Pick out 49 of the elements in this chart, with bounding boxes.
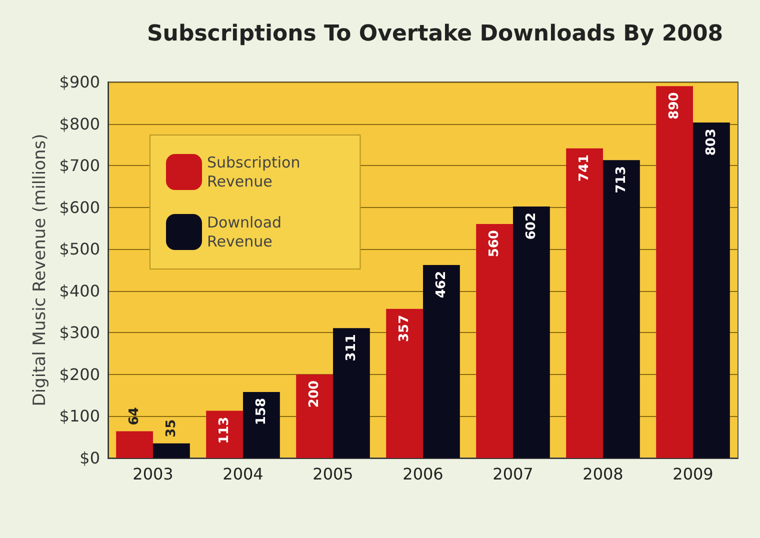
data-label: 64 <box>127 407 142 426</box>
x-tick-label: 2009 <box>672 464 714 484</box>
y-axis-title: Digital Music Revenue (millions) <box>30 134 50 406</box>
y-tick-label: $700 <box>59 156 100 176</box>
bar <box>603 160 640 458</box>
y-tick-label: $800 <box>59 114 100 134</box>
y-tick-label: $100 <box>59 406 100 426</box>
y-tick-label: $300 <box>59 323 100 342</box>
bar <box>513 206 550 458</box>
chart-title: Subscriptions To Overtake Downloads By 2008 <box>146 22 724 46</box>
bar <box>566 148 603 458</box>
data-label: 158 <box>254 398 269 426</box>
data-label: 311 <box>344 334 359 362</box>
bar <box>243 392 280 458</box>
legend-label: Subscription Revenue <box>207 154 300 190</box>
bar <box>423 264 460 458</box>
bar <box>206 410 243 458</box>
data-label: 462 <box>434 270 449 298</box>
x-tick-label: 2007 <box>492 464 534 484</box>
data-label: 890 <box>667 92 682 120</box>
x-tick-label: 2004 <box>222 464 264 484</box>
bar <box>386 308 423 458</box>
bar <box>476 224 513 458</box>
bar <box>693 122 730 458</box>
data-label: 357 <box>397 314 412 342</box>
bar <box>333 328 370 458</box>
data-label: 113 <box>217 416 232 444</box>
y-tick-label: $600 <box>59 198 100 217</box>
data-label: 713 <box>614 166 629 194</box>
data-label: 803 <box>704 128 719 156</box>
bar <box>656 86 693 458</box>
x-tick-label: 2003 <box>132 464 174 484</box>
x-tick-label: 2005 <box>312 464 354 484</box>
legend-label: Download Revenue <box>207 214 282 250</box>
y-tick-label: $500 <box>59 240 100 259</box>
data-label: 602 <box>524 212 539 240</box>
bar <box>296 374 333 458</box>
data-label: 560 <box>487 230 502 258</box>
bar <box>116 431 153 458</box>
y-tick-label: $0 <box>80 448 100 468</box>
data-label: 35 <box>164 419 179 438</box>
y-tick-label: $400 <box>59 281 100 300</box>
bar <box>153 443 190 458</box>
data-label: 741 <box>577 154 592 182</box>
y-tick-label: $200 <box>59 364 100 384</box>
x-tick-label: 2006 <box>402 464 444 484</box>
data-label: 200 <box>307 380 322 408</box>
y-tick-label: $900 <box>59 72 100 92</box>
x-tick-label: 2008 <box>582 464 624 484</box>
